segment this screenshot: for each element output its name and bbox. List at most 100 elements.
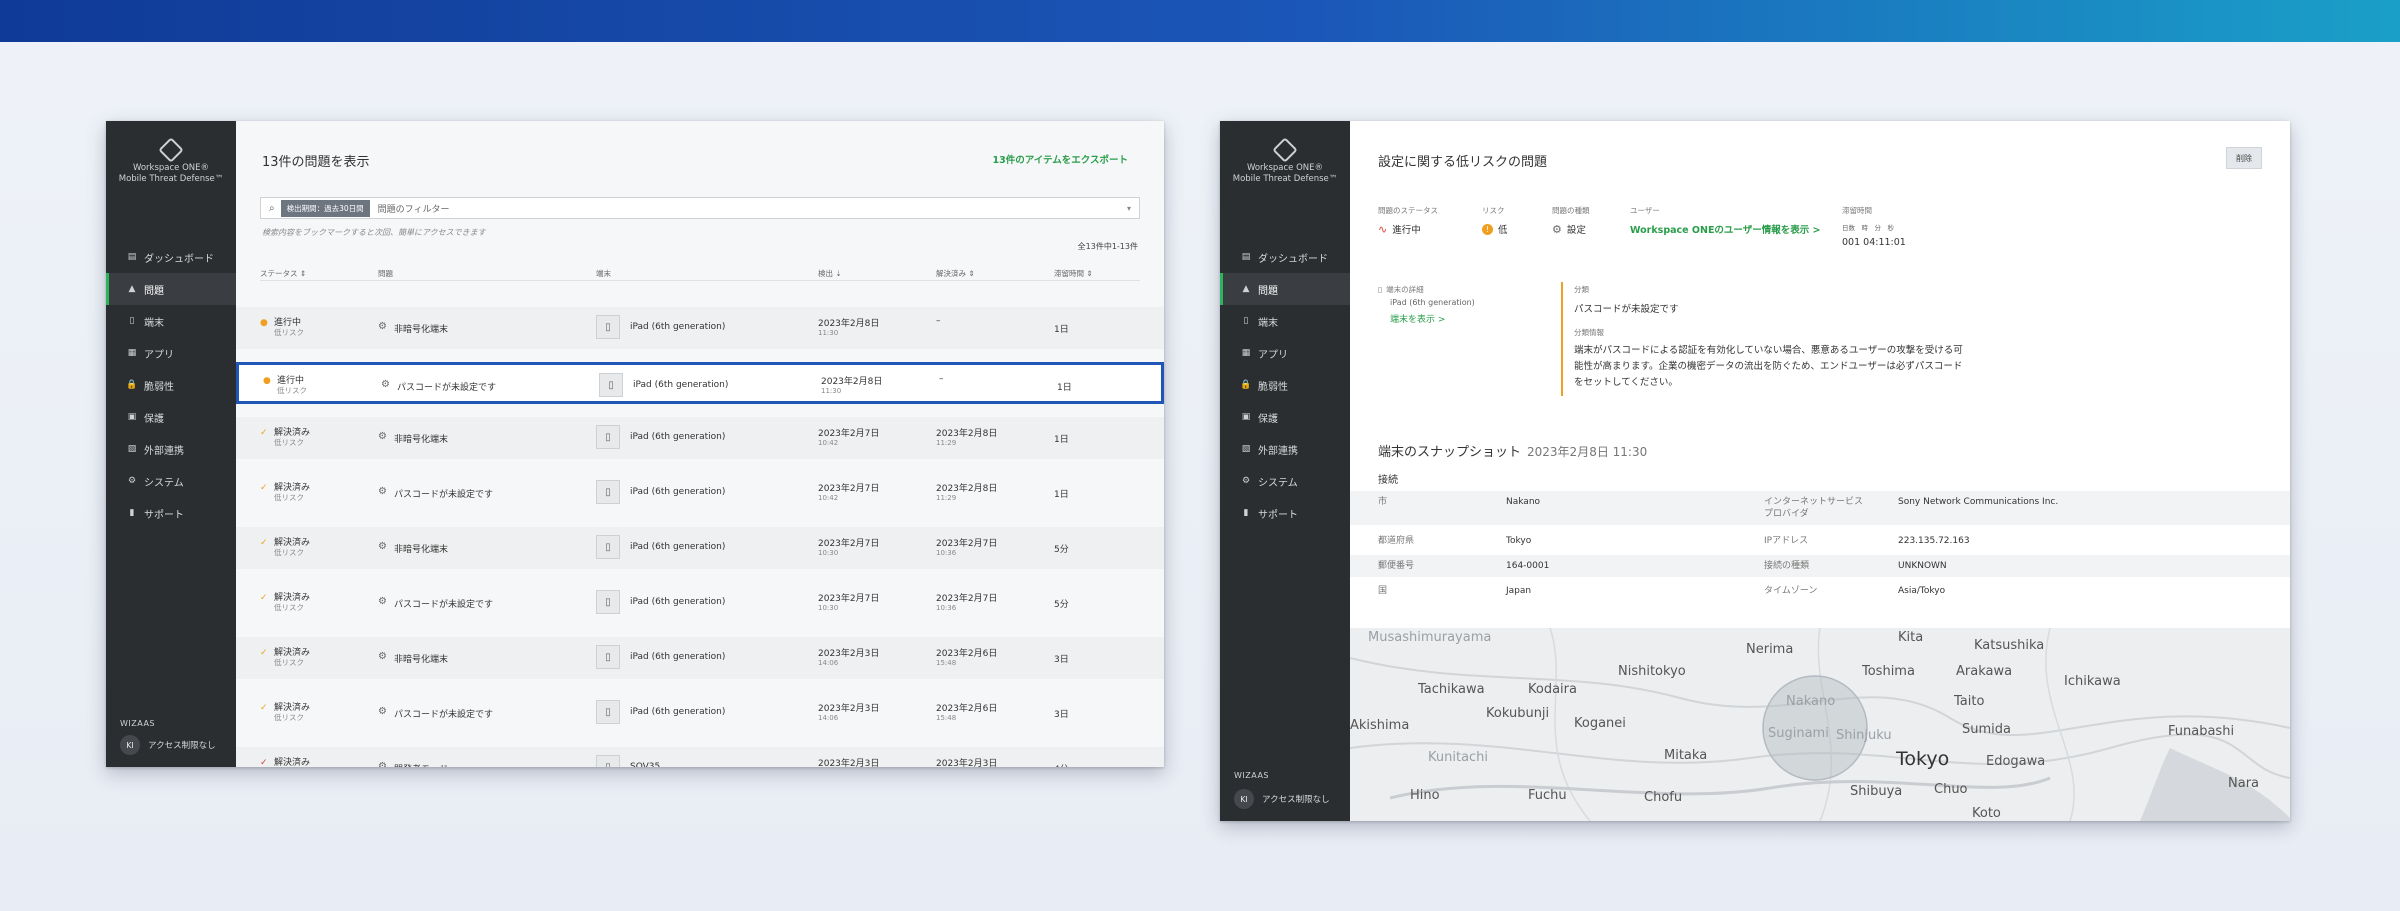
cell-detected-time: 10:42 <box>818 439 839 447</box>
cell-device[interactable]: iPad (6th generation) <box>630 432 726 442</box>
risk-text: 低 <box>1498 225 1508 236</box>
cell-resolved: 2023年2月8日 <box>936 484 998 494</box>
sidebar-item-0[interactable]: ▤ ダッシュボード <box>1220 241 1350 273</box>
cell-device[interactable]: iPad (6th generation) <box>630 707 726 717</box>
filter-bar[interactable]: ⌕ 検出期間：過去30日間 問題のフィルター ▾ <box>260 197 1140 219</box>
table-row[interactable]: ✓ ⚙ ▯ 解決済み 低リスク 非暗号化端末 iPad (6th generation) 20… <box>236 637 1164 679</box>
sidebar-item-7[interactable]: ⚙ システム <box>106 465 236 497</box>
status-text: 進行中 <box>1392 225 1421 236</box>
cell-resolved-time: 10:36 <box>936 604 957 612</box>
cell-device[interactable]: SOV35 <box>630 762 661 767</box>
sidebar-item-8[interactable]: ▮ サポート <box>1220 497 1350 529</box>
cell-resolved: – <box>936 316 941 326</box>
sidebar-item-1[interactable]: ▲ 問題 <box>106 273 236 305</box>
device-icon: ▯ <box>596 315 620 339</box>
sidebar-item-0[interactable]: ▤ ダッシュボード <box>106 241 236 273</box>
col-duration[interactable]: 滞留時間 ⇕ <box>1054 269 1093 278</box>
map-place-label: Nara <box>2228 776 2260 791</box>
cell-device[interactable]: iPad (6th generation) <box>630 652 726 662</box>
sidebar-item-4[interactable]: 🔒 脆弱性 <box>106 369 236 401</box>
sidebar-item-1[interactable]: ▲ 問題 <box>1220 273 1350 305</box>
resolved-check-icon: ✓ <box>260 483 268 493</box>
chevron-down-icon[interactable]: ▾ <box>1126 203 1131 213</box>
table-row[interactable]: ✓⚙▯解決済み中リスク開発者モードSOV352023年2月3日11:412023… <box>236 747 1164 767</box>
location-map[interactable]: Musashimurayama Nerima Kita Katsushika Nishi… <box>1350 628 2290 821</box>
sidebar-item-label: 端末 <box>144 317 164 329</box>
cell-duration: 3日 <box>1054 655 1069 665</box>
filter-input[interactable]: 問題のフィルター <box>377 204 450 215</box>
map-place-label: Kunitachi <box>1428 750 1489 765</box>
export-link[interactable]: 13件のアイテムをエクスポート <box>992 155 1129 166</box>
cell-resolved-time: 15:48 <box>936 659 957 667</box>
user-label: ユーザー <box>1630 206 1660 215</box>
dwell-value: 001 04:11:01 <box>1842 237 1906 248</box>
filter-chip[interactable]: 検出期間：過去30日間 <box>280 199 370 217</box>
table-row[interactable]: ● ⚙ ▯ 進行中 低リスク パスコードが未設定です iPad (6th generatio… <box>236 362 1164 404</box>
sidebar-item-2[interactable]: ▯ 端末 <box>1220 305 1350 337</box>
cell-device[interactable]: iPad (6th generation) <box>630 597 726 607</box>
device-name: iPad (6th generation) <box>1390 298 1475 307</box>
map-place-label: Shibuya <box>1850 784 1903 799</box>
sidebar-item-8[interactable]: ▮ サポート <box>106 497 236 529</box>
table-row[interactable]: ✓ ⚙ ▯ 解決済み 低リスク 非暗号化端末 iPad (6th generation) 20… <box>236 417 1164 459</box>
cell-device[interactable]: iPad (6th generation) <box>630 322 726 332</box>
cell-detected: 2023年2月7日 <box>818 594 880 604</box>
logo-mark-icon <box>158 137 184 163</box>
table-row[interactable]: ✓ ⚙ ▯ 解決済み 低リスク パスコードが未設定です iPad (6th generati… <box>236 692 1164 734</box>
col-device[interactable]: 端末 <box>596 269 611 278</box>
sidebar-item-6[interactable]: ▧ 外部連携 <box>106 433 236 465</box>
risk-label: リスク <box>1482 206 1505 215</box>
snapshot-value: 223.135.72.163 <box>1898 536 1970 546</box>
col-status[interactable]: ステータス ⇕ <box>260 269 307 278</box>
cell-detected: 2023年2月3日 <box>818 759 880 767</box>
header-band <box>0 0 2400 42</box>
delete-button[interactable]: 削除 <box>2226 147 2262 169</box>
col-detected[interactable]: 検出 ⇣ <box>818 269 842 278</box>
sidebar-item-3[interactable]: ▦ アプリ <box>1220 337 1350 369</box>
cell-status: 進行中 <box>274 318 302 328</box>
sidebar-item-5[interactable]: ▣ 保護 <box>106 401 236 433</box>
map-place-label: Kita <box>1898 630 1924 645</box>
severity-bar <box>1561 282 1563 396</box>
protection-icon: ▣ <box>127 412 137 422</box>
result-count: 全13件中1-13件 <box>1077 242 1138 251</box>
sidebar-item-label: 外部連携 <box>144 445 184 457</box>
cell-device[interactable]: iPad (6th generation) <box>630 542 726 552</box>
snapshot-key: IPアドレス <box>1764 536 1809 546</box>
user-row[interactable]: KI アクセス制限なし <box>120 735 216 755</box>
snapshot-key: 市 <box>1378 497 1388 507</box>
classification-description: 端末がパスコードによる認証を有効化していない場合、悪意あるユーザーの攻撃を受ける… <box>1574 345 1963 388</box>
user-link[interactable]: Workspace ONEのユーザー情報を表示 > <box>1630 225 1821 236</box>
sidebar-item-label: ダッシュボード <box>144 253 214 265</box>
cell-resolved: 2023年2月3日 <box>936 759 998 767</box>
location-radius <box>1762 675 1868 781</box>
cell-issue: 非暗号化端末 <box>394 325 449 335</box>
map-place-label: Fuchu <box>1528 788 1567 803</box>
table-row[interactable]: ✓ ⚙ ▯ 解決済み 低リスク パスコードが未設定です iPad (6th generati… <box>236 582 1164 624</box>
sidebar-item-5[interactable]: ▣ 保護 <box>1220 401 1350 433</box>
dwell-units: 日数 時 分 秒 <box>1842 224 1894 232</box>
sidebar-item-7[interactable]: ⚙ システム <box>1220 465 1350 497</box>
activity-icon: ∿ <box>1378 222 1388 236</box>
cell-risk: 低リスク <box>274 713 304 722</box>
snapshot-row: 市 Nakano インターネットサービス プロバイダ Sony Network Com… <box>1350 491 2290 525</box>
user-row[interactable]: KI アクセス制限なし <box>1234 789 1330 809</box>
sidebar-item-label: 外部連携 <box>1258 445 1298 457</box>
col-resolved[interactable]: 解決済み ⇕ <box>936 269 975 278</box>
col-issue[interactable]: 問題 <box>378 269 393 278</box>
sidebar-item-3[interactable]: ▦ アプリ <box>106 337 236 369</box>
cell-device[interactable]: iPad (6th generation) <box>630 487 726 497</box>
view-device-link[interactable]: 端末を表示 > <box>1390 315 1446 325</box>
cell-device[interactable]: iPad (6th generation) <box>633 380 729 390</box>
sidebar-item-2[interactable]: ▯ 端末 <box>106 305 236 337</box>
sidebar-item-label: 保護 <box>1258 413 1278 425</box>
resolved-check-icon: ✓ <box>260 428 268 438</box>
sidebar-item-4[interactable]: 🔒 脆弱性 <box>1220 369 1350 401</box>
sidebar-item-6[interactable]: ▧ 外部連携 <box>1220 433 1350 465</box>
cell-detected-time: 10:30 <box>818 604 839 612</box>
table-row[interactable]: ● ⚙ ▯ 進行中 低リスク 非暗号化端末 iPad (6th generation) 202… <box>236 307 1164 349</box>
table-row[interactable]: ✓ ⚙ ▯ 解決済み 低リスク パスコードが未設定です iPad (6th generati… <box>236 472 1164 514</box>
cell-status: 解決済み <box>274 758 311 767</box>
device-icon: ▯ <box>596 480 620 504</box>
table-row[interactable]: ✓ ⚙ ▯ 解決済み 低リスク 非暗号化端末 iPad (6th generation) 20… <box>236 527 1164 569</box>
